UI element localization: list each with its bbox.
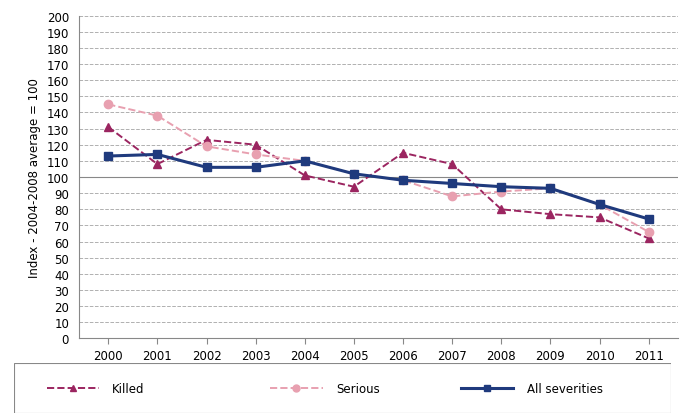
Serious [350, 172, 358, 177]
Text: Killed: Killed [112, 382, 145, 395]
All severities [202, 166, 210, 171]
All severities [448, 182, 456, 187]
Text: Serious: Serious [336, 382, 379, 395]
Killed [547, 212, 555, 217]
Killed [448, 162, 456, 167]
Serious [153, 114, 162, 119]
Serious [547, 186, 555, 191]
Serious [595, 202, 603, 207]
Line: Killed: Killed [104, 124, 653, 242]
Serious [645, 230, 653, 235]
All severities [497, 185, 506, 190]
Killed [251, 143, 260, 148]
Killed [301, 173, 309, 178]
All severities [153, 152, 162, 157]
Line: All severities: All severities [104, 151, 653, 223]
Serious [251, 152, 260, 157]
Serious [497, 190, 506, 195]
Killed [399, 151, 407, 156]
Serious [301, 159, 309, 164]
Y-axis label: Index - 2004-2008 average = 100: Index - 2004-2008 average = 100 [28, 78, 41, 277]
Killed [104, 125, 112, 130]
Serious [399, 178, 407, 183]
All severities [595, 202, 603, 207]
All severities [251, 166, 260, 171]
All severities [645, 217, 653, 222]
Killed [645, 236, 653, 241]
All severities [547, 186, 555, 191]
Line: Serious: Serious [104, 101, 653, 237]
Killed [153, 162, 162, 167]
All severities [350, 172, 358, 177]
Serious [202, 145, 210, 150]
Serious [448, 195, 456, 199]
All severities [399, 178, 407, 183]
Killed [595, 216, 603, 221]
All severities [104, 154, 112, 159]
Killed [202, 138, 210, 143]
Killed [350, 185, 358, 190]
Serious [104, 103, 112, 108]
All severities [301, 159, 309, 164]
Killed [497, 207, 506, 212]
Text: All severities: All severities [527, 382, 603, 395]
